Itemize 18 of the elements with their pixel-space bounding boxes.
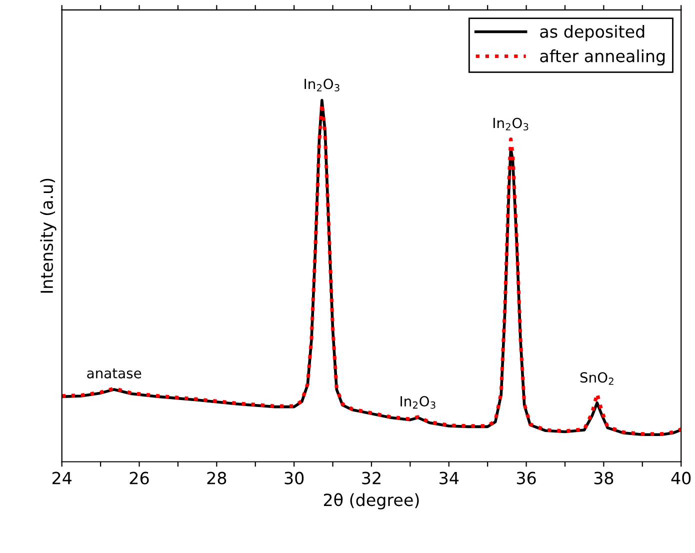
x-axis-title: 2θ (degree) — [324, 493, 419, 510]
x-tick-label: 24 — [52, 472, 72, 484]
x-tick-label: 40 — [671, 472, 691, 484]
annotation: SnO$_{2}$ — [580, 372, 614, 385]
legend-label: after annealing — [540, 49, 665, 66]
annotation: In$_{2}$O$_{3}$ — [304, 78, 340, 92]
legend-label: as deposited — [540, 24, 644, 42]
annotation: In$_{2}$O$_{3}$ — [493, 118, 528, 130]
annotation: In$_{2}$O$_{3}$ — [400, 396, 436, 409]
x-tick-label: 30 — [284, 472, 304, 484]
x-tick-label: 32 — [362, 472, 380, 484]
x-tick-label: 34 — [440, 472, 459, 484]
x-tick-label: 36 — [516, 472, 536, 484]
annotation: anatase — [87, 368, 142, 378]
x-tick-label: 28 — [207, 472, 226, 484]
x-tick-label: 38 — [594, 472, 614, 484]
x-tick-label: 26 — [130, 472, 149, 484]
y-axis-title: Intensity (a.u) — [40, 178, 56, 293]
